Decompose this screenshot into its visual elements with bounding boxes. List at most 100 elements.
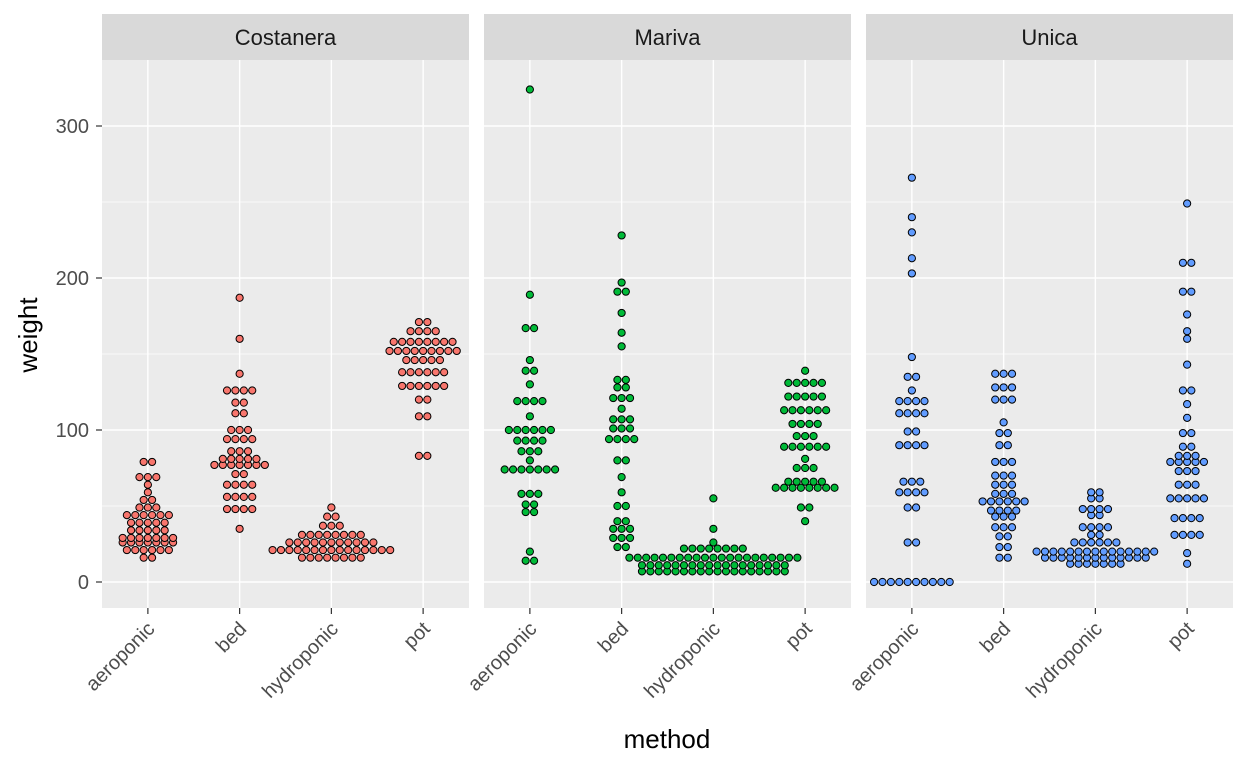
data-point [717, 553, 726, 562]
data-point [377, 545, 386, 555]
data-point [869, 577, 879, 587]
data-point [538, 436, 547, 445]
data-point [796, 442, 806, 451]
data-point [1178, 530, 1188, 539]
data-point [792, 378, 801, 387]
data-point [784, 553, 794, 562]
x-tick-label: pot [781, 618, 817, 654]
data-point [809, 431, 818, 441]
data-point [1074, 547, 1083, 556]
data-point [621, 501, 630, 511]
facet-plot-area [484, 60, 851, 608]
data-point [339, 530, 349, 539]
data-point [1012, 497, 1021, 506]
data-point [995, 506, 1004, 515]
data-point [1003, 506, 1012, 515]
facet-strip-label: Unica [1021, 25, 1078, 50]
data-point [911, 503, 921, 512]
data-point [1195, 530, 1204, 539]
data-point [231, 435, 240, 444]
data-point [995, 441, 1004, 450]
data-point [276, 545, 286, 555]
data-point [788, 483, 797, 492]
data-point [911, 372, 921, 381]
data-point [784, 392, 793, 401]
data-point [369, 545, 378, 555]
x-tick-label: aeroponic [464, 618, 542, 696]
data-point [830, 483, 839, 492]
data-point [285, 538, 294, 547]
data-point [813, 419, 822, 429]
data-point [654, 561, 663, 570]
data-point [534, 447, 543, 456]
data-point [335, 538, 344, 547]
data-point [1183, 360, 1192, 369]
data-point [521, 366, 530, 375]
data-point [135, 526, 144, 535]
data-point [348, 553, 357, 562]
data-point [895, 577, 904, 587]
data-point [1166, 457, 1175, 467]
data-point [903, 397, 912, 406]
data-point [625, 533, 635, 543]
data-point [991, 395, 1000, 404]
data-point [297, 530, 307, 539]
data-point [995, 532, 1004, 541]
data-point [517, 447, 526, 456]
data-point [529, 366, 539, 375]
data-point [991, 523, 1000, 532]
data-point [895, 409, 904, 418]
data-point [131, 545, 140, 555]
data-point [248, 504, 257, 514]
data-point [126, 526, 136, 535]
data-point [625, 415, 635, 424]
data-point [1195, 514, 1204, 523]
data-point [792, 431, 801, 441]
data-point [410, 346, 419, 356]
data-point [721, 544, 731, 553]
y-axis: 0 100 200 300 [56, 116, 102, 594]
data-point [817, 378, 827, 387]
data-point [1187, 287, 1196, 296]
data-point [920, 577, 929, 587]
data-point [671, 561, 680, 570]
data-point [788, 419, 797, 429]
data-point [327, 503, 336, 512]
data-point [1174, 480, 1183, 489]
data-point [521, 500, 530, 509]
data-point [788, 442, 797, 451]
data-point [895, 397, 904, 406]
data-point [995, 553, 1004, 562]
data-point [1174, 466, 1183, 476]
data-point [796, 483, 806, 492]
data-point [393, 346, 403, 356]
data-point [1003, 542, 1012, 552]
data-point [323, 512, 332, 521]
x-tick-label: aeroponic [82, 618, 160, 696]
data-point [327, 545, 336, 555]
data-point [126, 533, 136, 543]
data-point [143, 518, 152, 527]
data-point [1178, 428, 1188, 438]
data-point [335, 521, 344, 530]
data-point [331, 553, 340, 562]
data-point [525, 447, 534, 456]
data-point [318, 521, 328, 530]
data-point [231, 492, 240, 501]
data-point [1078, 504, 1087, 514]
data-point [999, 369, 1008, 378]
data-point [323, 553, 332, 562]
data-point [734, 553, 743, 562]
data-point [796, 406, 806, 415]
data-point [293, 545, 302, 555]
data-point [160, 533, 169, 543]
data-point [1087, 538, 1096, 547]
data-point [903, 538, 912, 547]
data-point [231, 504, 240, 514]
data-point [1150, 547, 1159, 556]
data-point [991, 457, 1000, 467]
data-point [738, 544, 747, 553]
data-point [1187, 258, 1196, 267]
data-point [609, 424, 618, 433]
data-point [995, 542, 1004, 552]
